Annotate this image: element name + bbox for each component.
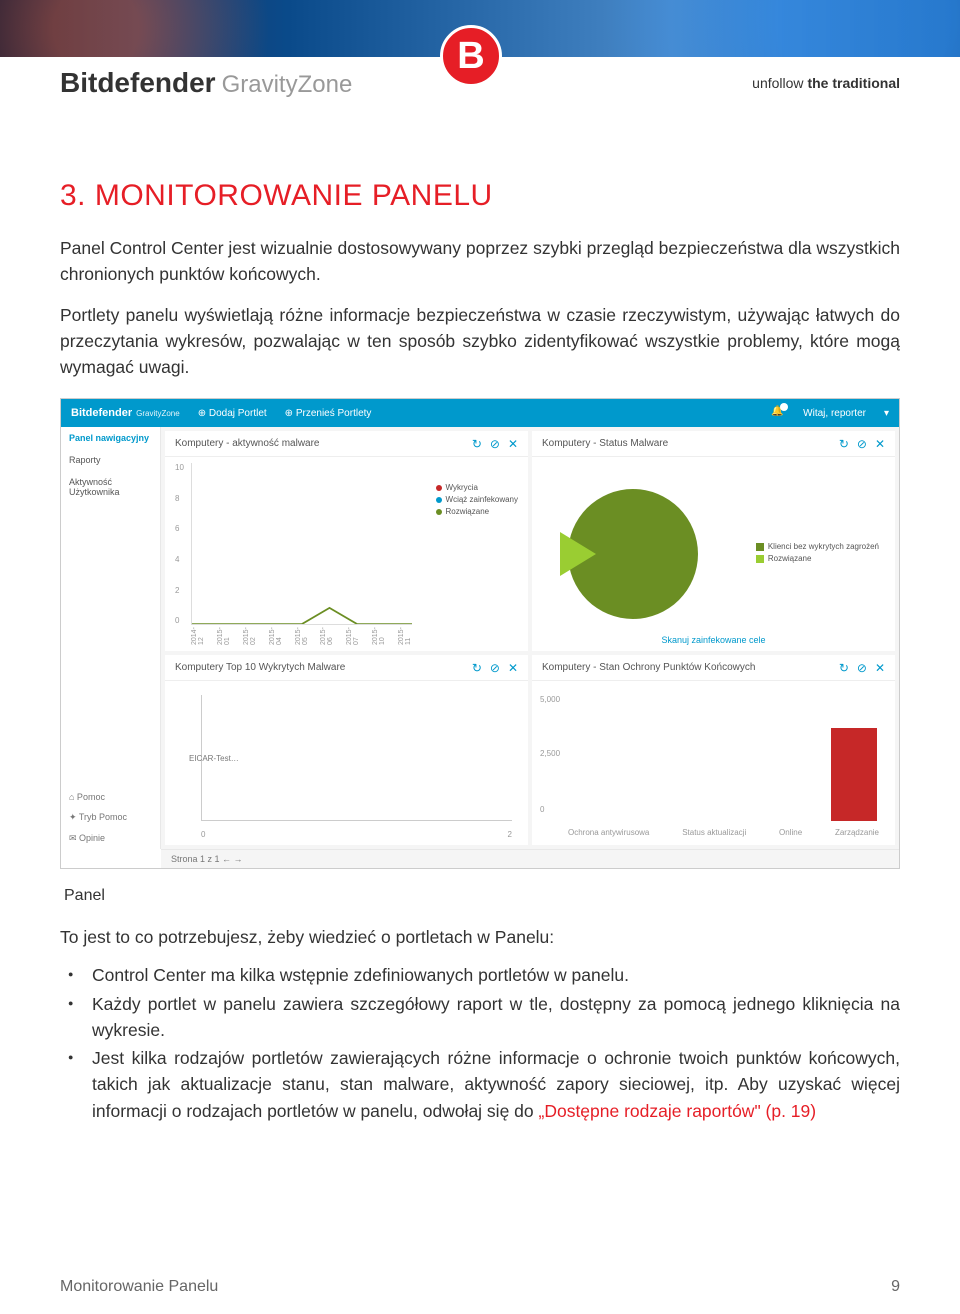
footer-page-number: 9 — [891, 1278, 900, 1296]
notification-icon[interactable]: 🔔 — [771, 406, 785, 420]
legend-label: Rozwiązane — [446, 507, 490, 516]
page-title: 3. MONITOROWANIE PANELU — [60, 179, 900, 213]
lead-text: To jest to co potrzebujesz, żeby wiedzie… — [60, 927, 900, 948]
refresh-icon[interactable]: ↻ — [839, 661, 849, 675]
portlet-title: Komputery - Stan Ochrony Punktów Końcowy… — [542, 662, 755, 673]
legend-label: Rozwiązane — [768, 554, 812, 563]
close-icon[interactable]: ✕ — [508, 437, 518, 451]
settings-icon[interactable]: ⊘ — [857, 437, 867, 451]
portlet-title: Komputery - Status Malware — [542, 438, 668, 449]
greeting-text: Witaj, reporter — [803, 408, 866, 419]
line-legend: Wykrycia Wciąż zainfekowany Rozwiązane — [436, 483, 518, 519]
sidebar-item-user-activity[interactable]: Aktywność Użytkownika — [61, 471, 160, 503]
brand-badge: B — [440, 25, 502, 87]
scan-link[interactable]: Skanuj zainfekowane cele — [532, 635, 895, 645]
dashboard-topbar: Bitdefender GravityZone ⊕ Dodaj Portlet … — [61, 399, 899, 427]
settings-icon[interactable]: ⊘ — [490, 437, 500, 451]
refresh-icon[interactable]: ↻ — [839, 437, 849, 451]
portlet-head: Komputery - aktywność malware ↻ ⊘ ✕ — [165, 431, 528, 457]
portlet-title: Komputery - aktywność malware — [175, 438, 320, 449]
move-portlets-button[interactable]: ⊕ Przenieś Portlety — [285, 408, 372, 419]
brand-sub: GravityZone — [222, 71, 353, 99]
portlet-body[interactable]: 5,0002,5000 Ochrona antywirusowaStatus a… — [532, 681, 895, 845]
portlet-head: Komputery - Stan Ochrony Punktów Końcowy… — [532, 655, 895, 681]
close-icon[interactable]: ✕ — [875, 661, 885, 675]
screenshot-caption: Panel — [64, 887, 900, 905]
portlet-body[interactable]: EICAR-Test… 02 — [165, 681, 528, 845]
portlet-head: Komputery - Status Malware ↻ ⊘ ✕ — [532, 431, 895, 457]
x-axis: 2014-122015-012015-022015-042015-052015-… — [191, 627, 412, 645]
sidebar-item-feedback[interactable]: ✉ Opinie — [61, 828, 160, 849]
sidebar-item-help[interactable]: ⌂ Pomoc — [61, 787, 160, 807]
tagline-prefix: unfollow — [752, 75, 807, 91]
dashboard-screenshot: Bitdefender GravityZone ⊕ Dodaj Portlet … — [60, 398, 900, 869]
line-svg — [192, 463, 412, 624]
badge-letter: B — [457, 35, 484, 78]
tagline-bold: the traditional — [807, 75, 900, 91]
pager: Strona 1 z 1 ← → — [161, 849, 899, 868]
page-footer: Monitorowanie Panelu 9 — [60, 1278, 900, 1296]
portlet-body[interactable]: 1086420 2014-122015-012015-022015-042015… — [165, 457, 528, 651]
legend-sq — [756, 543, 764, 551]
pie-slice — [568, 489, 698, 619]
close-icon[interactable]: ✕ — [508, 661, 518, 675]
pie-legend: Klienci bez wykrytych zagrożeń Rozwiązan… — [756, 542, 879, 566]
settings-icon[interactable]: ⊘ — [490, 661, 500, 675]
legend-dot — [436, 497, 442, 503]
legend-label: Klienci bez wykrytych zagrożeń — [768, 542, 879, 551]
content: 3. MONITOROWANIE PANELU Panel Control Ce… — [0, 99, 960, 1124]
pie-chart: Klienci bez wykrytych zagrożeń Rozwiązan… — [538, 463, 889, 645]
legend-dot — [436, 509, 442, 515]
legend-label: Wykrycia — [446, 483, 478, 492]
line-series — [192, 608, 412, 624]
axes — [201, 695, 512, 821]
portlet-title: Komputery Top 10 Wykrytych Malware — [175, 662, 345, 673]
tagline: unfollow the traditional — [752, 75, 900, 91]
red-bar — [831, 728, 877, 822]
x-axis: Ochrona antywirusowaStatus aktualizacjiO… — [568, 828, 879, 837]
paragraph-2: Portlety panelu wyświetlają różne inform… — [60, 302, 900, 381]
brand-main: Bitdefender — [60, 67, 216, 99]
portlet-endpoint-protection: Komputery - Stan Ochrony Punktów Końcowy… — [532, 655, 895, 845]
pie-pointer — [560, 532, 596, 576]
paragraph-1: Panel Control Center jest wizualnie dost… — [60, 235, 900, 288]
portlet-malware-activity: Komputery - aktywność malware ↻ ⊘ ✕ 1086… — [165, 431, 528, 651]
red-bar-chart: 5,0002,5000 Ochrona antywirusowaStatus a… — [538, 687, 889, 839]
x-axis: 02 — [201, 830, 512, 839]
bullet-3-link[interactable]: „Dostępne rodzaje raportów" (p. 19) — [539, 1101, 817, 1121]
dashboard-sidebar: Panel nawigacyjny Raporty Aktywność Użyt… — [61, 427, 161, 849]
bullet-1: Control Center ma kilka wstępnie zdefini… — [78, 962, 900, 988]
portlets-grid: Komputery - aktywność malware ↻ ⊘ ✕ 1086… — [161, 427, 899, 849]
bullet-2: Każdy portlet w panelu zawiera szczegóło… — [78, 991, 900, 1044]
legend-sq — [756, 555, 764, 563]
user-menu-chevron-icon[interactable]: ▾ — [884, 408, 889, 419]
bullet-list: Control Center ma kilka wstępnie zdefini… — [60, 962, 900, 1124]
settings-icon[interactable]: ⊘ — [857, 661, 867, 675]
bar-chart: EICAR-Test… 02 — [171, 687, 522, 839]
portlet-top10-malware: Komputery Top 10 Wykrytych Malware ↻ ⊘ ✕… — [165, 655, 528, 845]
sidebar-item-helpmode[interactable]: ✦ Tryb Pomoc — [61, 807, 160, 828]
dash-logo-sub: GravityZone — [136, 409, 180, 418]
refresh-icon[interactable]: ↻ — [472, 437, 482, 451]
dashboard-body: Panel nawigacyjny Raporty Aktywność Użyt… — [61, 427, 899, 849]
portlet-head: Komputery Top 10 Wykrytych Malware ↻ ⊘ ✕ — [165, 655, 528, 681]
portlet-malware-status: Komputery - Status Malware ↻ ⊘ ✕ Klien — [532, 431, 895, 651]
dash-logo: Bitdefender — [71, 407, 132, 419]
header-row: Bitdefender GravityZone B unfollow the t… — [0, 57, 960, 99]
y-axis: 1086420 — [175, 463, 187, 625]
brand: Bitdefender GravityZone — [60, 67, 352, 99]
bullet-3: Jest kilka rodzajów portletów zawierając… — [78, 1045, 900, 1124]
y-label: EICAR-Test… — [189, 754, 239, 763]
portlet-body[interactable]: Klienci bez wykrytych zagrożeń Rozwiązan… — [532, 457, 895, 651]
refresh-icon[interactable]: ↻ — [472, 661, 482, 675]
add-portlet-button[interactable]: ⊕ Dodaj Portlet — [198, 408, 267, 419]
legend-label: Wciąż zainfekowany — [446, 495, 518, 504]
sidebar-item-reports[interactable]: Raporty — [61, 449, 160, 471]
footer-title: Monitorowanie Panelu — [60, 1278, 218, 1296]
malware-line-chart: 1086420 2014-122015-012015-022015-042015… — [171, 463, 522, 645]
legend-dot — [436, 485, 442, 491]
close-icon[interactable]: ✕ — [875, 437, 885, 451]
sidebar-item-nav[interactable]: Panel nawigacyjny — [61, 427, 160, 449]
plot-area — [191, 463, 412, 625]
